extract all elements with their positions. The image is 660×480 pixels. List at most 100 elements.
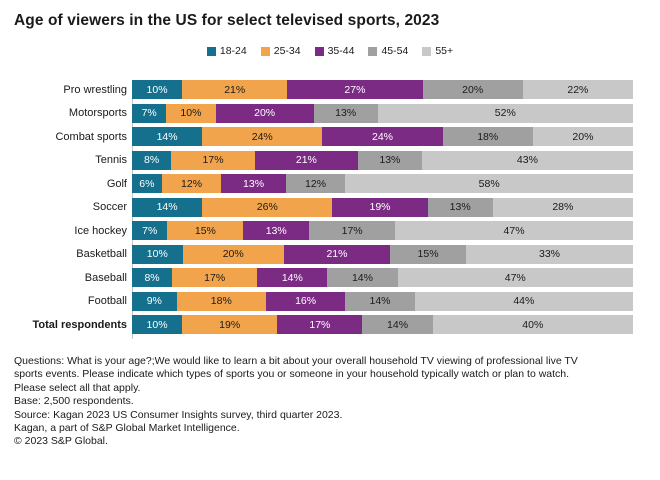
bar-value-label: 20% [222, 248, 244, 260]
bar-value-label: 17% [309, 318, 331, 331]
legend-swatch-icon [206, 46, 216, 56]
bar-value-label: 15% [194, 224, 216, 237]
chart-title: Age of viewers in the US for select tele… [14, 12, 440, 29]
bar-value-label: 43% [516, 154, 538, 166]
bar-value-label: 19% [219, 318, 241, 331]
bar-segment: 13% [221, 174, 286, 193]
bar-value-label: 24% [251, 130, 273, 143]
bar-value-label: 14% [351, 271, 373, 284]
bar-value-label: 21% [295, 154, 317, 166]
bar-track: 6% 12% 13% 12% 58% [132, 174, 634, 193]
bar-value-label: 13% [449, 201, 471, 213]
bar-segment: 12% [285, 174, 346, 193]
bar-segment: 14% [327, 268, 398, 287]
bar-value-label: 12% [305, 177, 327, 190]
bar-segment: 13% [427, 197, 493, 217]
bar-row: Baseball 8% 17% 14% 14% 47% [14, 268, 633, 287]
bar-value-label: 10% [180, 107, 202, 119]
legend-swatch-icon [314, 46, 324, 56]
legend-label: 55+ [435, 45, 454, 57]
bar-segment: 7% [132, 103, 167, 123]
legend-label: 45-54 [381, 45, 409, 57]
bar-value-label: 10% [146, 248, 168, 260]
bar-row: Football 9% 18% 16% 14% 44% [14, 291, 633, 311]
bar-row: Tennis 8% 17% 21% 13% 43% [14, 150, 633, 170]
bar-value-label: 28% [552, 201, 574, 213]
bar-row: Soccer 14% 26% 19% 13% 28% [14, 197, 633, 217]
category-label: Golf [106, 177, 127, 190]
bar-segment: 26% [202, 197, 333, 217]
bar-track: 14% 26% 19% 13% 28% [132, 197, 633, 217]
bar-value-label: 26% [256, 201, 278, 213]
bar-segment: 21% [182, 80, 288, 99]
bar-row: Motorsports 7% 10% 20% 13% 52% [14, 103, 633, 123]
bar-segment: 14% [345, 291, 415, 311]
footnote-line: © 2023 S&P Global. [14, 435, 108, 448]
category-label: Total respondents [32, 318, 127, 331]
legend-item: 35-44 [314, 45, 354, 57]
bar-row: Total respondents 10% 19% 17% 14% 40% [14, 315, 633, 334]
bar-value-label: 17% [202, 154, 224, 166]
bar-value-label: 14% [387, 318, 409, 331]
footnotes: Questions: What is your age?;We would li… [14, 355, 646, 449]
bar-segment: 13% [357, 150, 422, 170]
bar-row: Ice hockey 7% 15% 13% 17% 47% [14, 221, 633, 240]
legend-item: 25-34 [260, 45, 301, 57]
bar-value-label: 18% [210, 295, 232, 307]
bar-track: 10% 19% 17% 14% 40% [132, 315, 633, 334]
bar-value-label: 47% [503, 224, 525, 237]
bar-segment: 20% [532, 127, 633, 146]
bar-value-label: 22% [567, 83, 589, 96]
bar-segment: 15% [390, 244, 466, 264]
category-label: Tennis [95, 154, 127, 166]
bar-segment: 14% [132, 197, 203, 217]
bar-segment: 44% [414, 291, 633, 311]
bar-value-label: 13% [243, 177, 265, 190]
category-label: Ice hockey [74, 224, 127, 237]
legend-swatch-icon [368, 46, 378, 56]
bar-segment: 15% [167, 221, 244, 240]
bar-value-label: 14% [156, 130, 178, 143]
bar-value-label: 17% [341, 224, 363, 237]
bar-row: Pro wrestling 10% 21% 27% 20% 22% [14, 80, 633, 99]
bar-segment: 7% [132, 221, 168, 240]
bar-segment: 19% [182, 315, 278, 334]
stacked-bar-chart: Pro wrestling 10% 21% 27% 20% 22% Motorsports 7… [14, 80, 646, 339]
bar-value-label: 12% [181, 177, 203, 190]
bar-segment: 10% [132, 315, 183, 334]
bar-segment: 8% [132, 150, 172, 170]
category-label: Basketball [76, 248, 127, 260]
bar-segment: 17% [171, 150, 255, 170]
bar-row: Golf 6% 12% 13% 12% 58% [14, 174, 634, 193]
bar-value-label: 18% [477, 130, 499, 143]
bar-segment: 17% [277, 315, 363, 334]
bar-value-label: 8% [144, 154, 160, 166]
bar-value-label: 8% [144, 271, 160, 284]
bar-value-label: 10% [146, 83, 168, 96]
bar-value-label: 6% [139, 177, 155, 190]
bar-segment: 13% [313, 103, 378, 123]
bar-segment: 6% [132, 174, 162, 193]
footnote-line: Please select all that apply. [14, 381, 141, 394]
bar-value-label: 27% [344, 83, 366, 96]
bar-value-label: 10% [146, 318, 168, 331]
legend-swatch-icon [422, 46, 432, 56]
bar-value-label: 20% [572, 130, 594, 143]
bar-track: 8% 17% 14% 14% 47% [132, 268, 633, 287]
bar-value-label: 14% [281, 271, 303, 284]
bar-value-label: 40% [522, 318, 544, 331]
legend-label: 25-34 [273, 45, 301, 57]
footnote-line: sports events. Please indicate which typ… [14, 368, 570, 381]
bar-segment: 18% [442, 127, 533, 146]
bar-segment: 12% [161, 174, 222, 193]
bar-segment: 10% [166, 103, 216, 123]
bar-segment: 20% [182, 244, 284, 264]
bar-value-label: 17% [204, 271, 226, 284]
bar-value-label: 7% [141, 107, 157, 119]
bar-segment: 19% [332, 197, 428, 217]
bar-track: 7% 15% 13% 17% 47% [132, 221, 633, 240]
bar-segment: 28% [492, 197, 633, 217]
bar-value-label: 20% [462, 83, 484, 96]
bar-segment: 20% [215, 103, 314, 123]
